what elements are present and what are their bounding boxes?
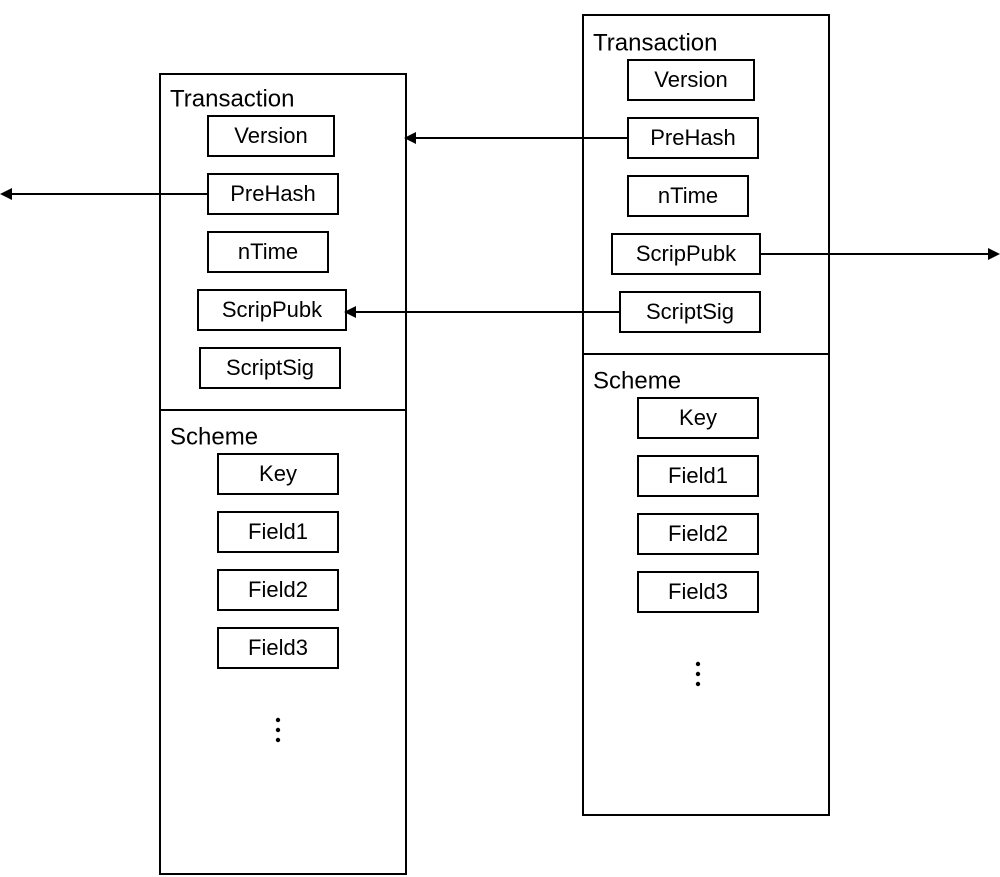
- right-transaction-field-label-2: nTime: [658, 183, 718, 208]
- left-transaction-field-label-0: Version: [234, 123, 307, 148]
- left-transaction-field-label-3: ScripPubk: [222, 297, 323, 322]
- left-scheme-field-label-0: Key: [259, 461, 297, 486]
- left-transaction-field-label-2: nTime: [238, 239, 298, 264]
- right-scheme-field-label-0: Key: [679, 405, 717, 430]
- right-scheme-field-label-3: Field3: [668, 579, 728, 604]
- right-ellipsis-icon: [696, 662, 700, 686]
- left-scheme-field-label-1: Field1: [248, 519, 308, 544]
- left-transaction-field-label-4: ScriptSig: [226, 355, 314, 380]
- right-scheme-field-label-2: Field2: [668, 521, 728, 546]
- left-ellipsis-icon: [276, 718, 280, 742]
- left-transaction-field-label-1: PreHash: [230, 181, 316, 206]
- right-scheme-title: Scheme: [593, 367, 681, 394]
- left-scheme-field-label-3: Field3: [248, 635, 308, 660]
- left-scheme-title: Scheme: [170, 423, 258, 450]
- right-scheme-field-label-1: Field1: [668, 463, 728, 488]
- right-transaction-field-label-0: Version: [654, 67, 727, 92]
- right-transaction-title: Transaction: [593, 29, 718, 56]
- left-scheme-field-label-2: Field2: [248, 577, 308, 602]
- right-transaction-field-label-4: ScriptSig: [646, 299, 734, 324]
- right-transaction-field-label-1: PreHash: [650, 125, 736, 150]
- right-transaction-field-label-3: ScripPubk: [636, 241, 737, 266]
- left-transaction-title: Transaction: [170, 85, 295, 112]
